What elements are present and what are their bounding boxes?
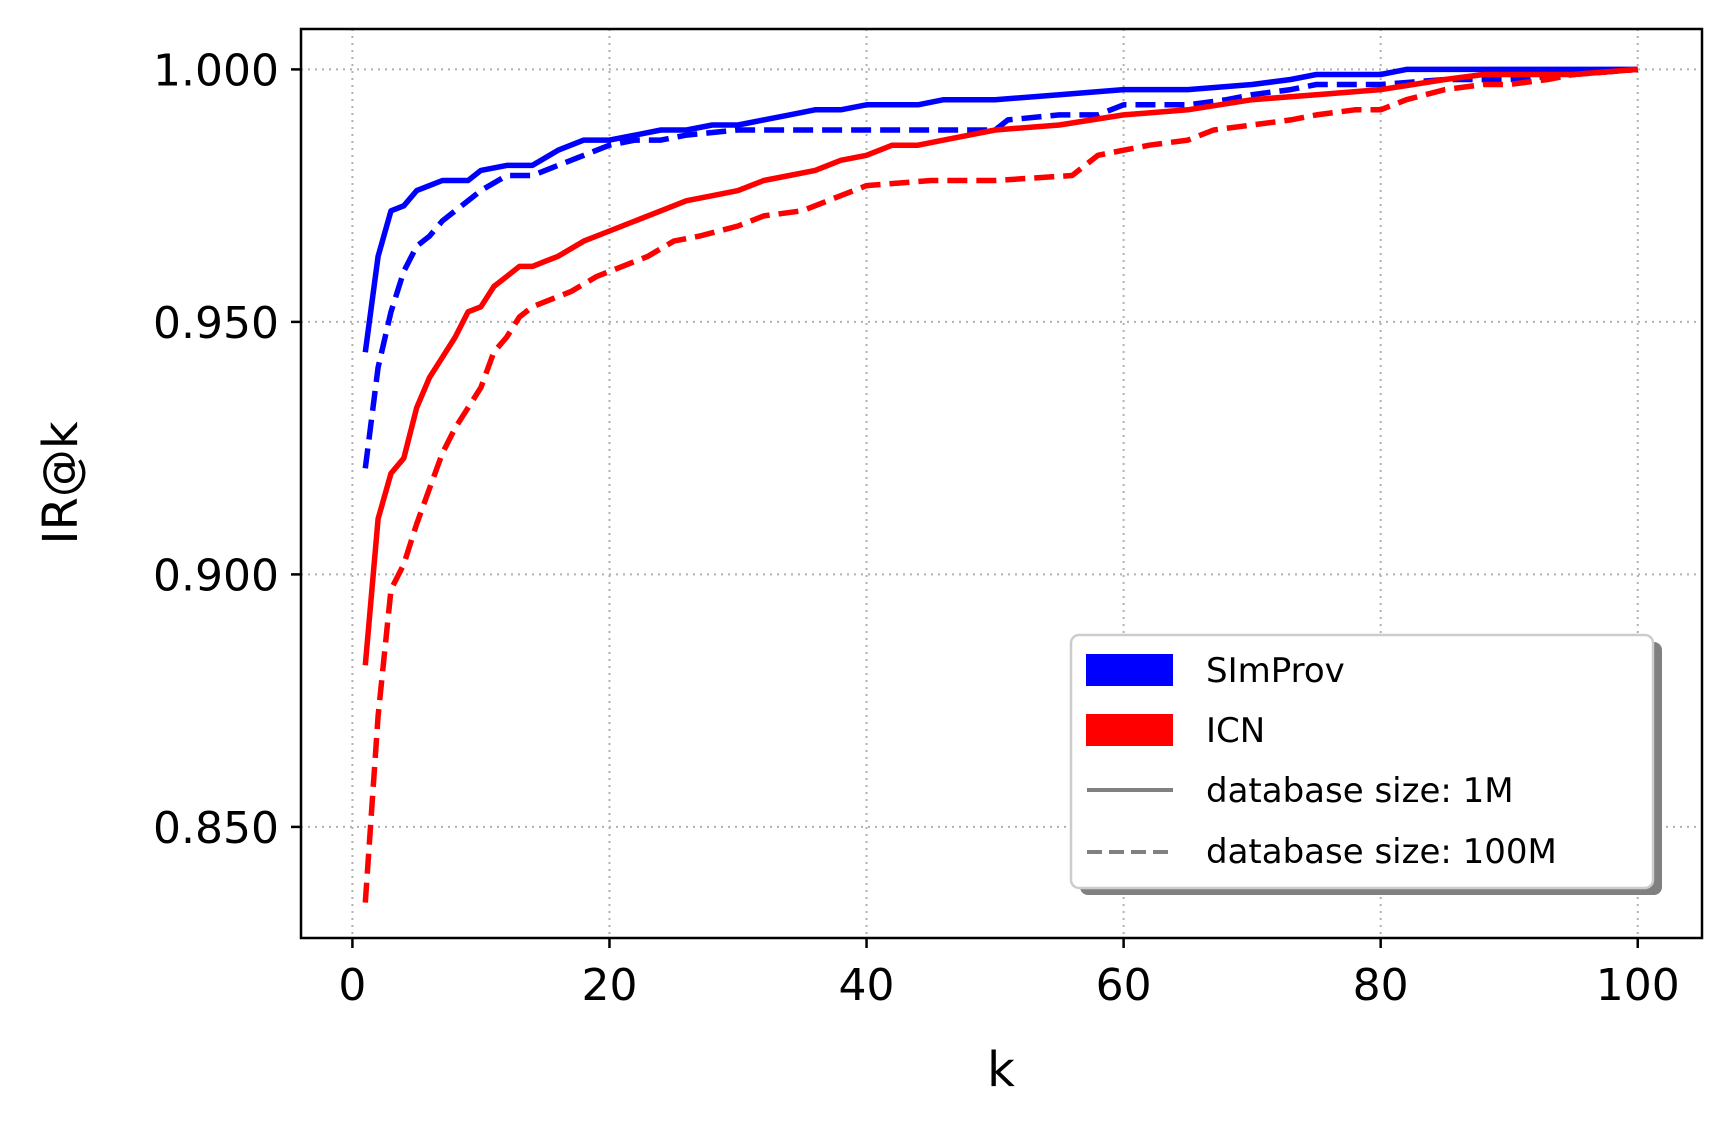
x-tick-label: 80 [1353,960,1409,1011]
series-line-icn-1m [362,66,1638,666]
y-axis-label: IR@k [33,421,89,545]
legend-label-simprov: SImProv [1206,651,1345,691]
x-tick-label: 0 [338,960,366,1011]
y-tick-label: 0.900 [153,550,279,601]
x-tick-label: 20 [581,960,637,1011]
legend-label-100m: database size: 100M [1206,832,1557,872]
x-tick-label: 60 [1096,960,1152,1011]
legend-label-1m: database size: 1M [1206,771,1514,811]
x-tick-label: 100 [1596,960,1680,1011]
legend: SImProv ICN database size: 1M database s… [1069,633,1662,895]
legend-label-icn: ICN [1206,711,1265,751]
x-tick-label: 40 [839,960,895,1011]
series-line-icn-100m [362,66,1638,903]
series-line-simprov-100m [362,66,1638,469]
x-axis-label: k [987,1042,1015,1098]
plot-frame [299,27,1704,940]
axis-ticks: 0 20 40 60 80 100 0.850 0.900 0.950 1.000 [153,45,1680,1011]
series-line-simprov-1m [362,66,1638,353]
legend-box [1069,633,1655,890]
series-lines [362,66,1638,903]
y-tick-label: 0.850 [153,803,279,854]
y-tick-label: 0.950 [153,298,279,349]
y-tick-label: 1.000 [153,45,279,96]
legend-swatch-icn [1086,714,1173,746]
legend-swatch-simprov [1086,654,1173,686]
